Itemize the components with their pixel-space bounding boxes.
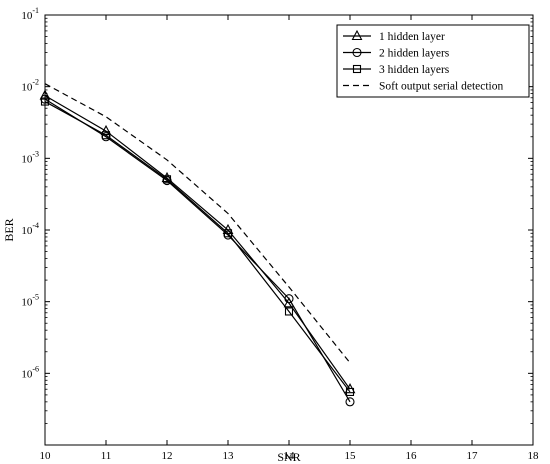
y-tick-exponent: -5: [32, 293, 39, 302]
y-tick-base: 10: [21, 82, 33, 94]
axis-ticks: 10 11 12 13 14 15 16 17 1810-110-210-310-410-510…: [21, 6, 539, 462]
x-tick-label: 14: [284, 450, 296, 462]
legend-entry: Soft output serial detection: [343, 81, 503, 93]
series-line: [44, 83, 351, 364]
legend: 1 hidden layer 2 hidden layers 3 hidden la…: [336, 24, 530, 98]
data-point: [101, 131, 111, 140]
x-tick-label: 15: [345, 450, 357, 462]
legend-swatch-marker: [352, 64, 362, 74]
legend-label: 1 hidden layer: [379, 31, 445, 43]
series-layer: [39, 83, 356, 407]
series-line: [44, 98, 351, 403]
series-3: [40, 97, 355, 396]
legend-swatch-marker: [352, 47, 362, 58]
x-tick-label: 12: [162, 450, 173, 462]
y-tick-label: 10-2: [21, 78, 39, 94]
y-tick-base: 10: [21, 297, 33, 309]
x-tick-label: 10: [40, 450, 52, 462]
y-tick-label: 10-5: [21, 293, 39, 309]
data-point: [162, 175, 172, 184]
data-point: [223, 229, 233, 238]
series-2: [40, 94, 355, 407]
y-tick-base: 10: [21, 225, 33, 237]
legend-entry: 2 hidden layers: [343, 48, 450, 60]
data-point: [40, 97, 50, 106]
x-tick-label: 18: [528, 450, 540, 462]
legend-entry: 1 hidden layer: [343, 29, 445, 43]
y-axis-label: BER: [2, 218, 16, 241]
y-tick-label: 10-1: [21, 6, 39, 22]
x-axis-label: SNR: [277, 450, 300, 464]
data-point: [284, 294, 294, 304]
y-tick-label: 10-4: [21, 221, 39, 237]
y-tick-base: 10: [21, 10, 33, 22]
y-tick-base: 10: [21, 368, 33, 380]
data-point: [39, 89, 51, 100]
legend-swatch-marker: [351, 29, 363, 41]
x-tick-label: 13: [223, 450, 235, 462]
y-tick-exponent: -2: [32, 78, 39, 87]
y-tick-label: 10-6: [21, 364, 39, 380]
legend-label: 3 hidden layers: [379, 64, 450, 76]
data-point: [345, 397, 355, 407]
series-1: [39, 89, 356, 394]
y-tick-label: 10-3: [21, 149, 39, 165]
series-line: [44, 101, 351, 393]
x-tick-label: 16: [406, 450, 418, 462]
x-tick-label: 17: [467, 450, 479, 462]
y-tick-exponent: -6: [32, 364, 39, 373]
x-tick-label: 11: [101, 450, 112, 462]
data-point: [284, 307, 294, 316]
y-tick-base: 10: [21, 153, 33, 165]
series-4: [44, 83, 351, 364]
legend-entry: 3 hidden layers: [343, 64, 450, 76]
legend-label: Soft output serial detection: [379, 81, 503, 93]
series-line: [44, 95, 351, 390]
legend-label: 2 hidden layers: [379, 48, 450, 60]
y-tick-exponent: -4: [32, 221, 39, 230]
data-point: [345, 387, 355, 396]
y-tick-exponent: -1: [32, 6, 39, 15]
y-tick-exponent: -3: [32, 149, 39, 158]
